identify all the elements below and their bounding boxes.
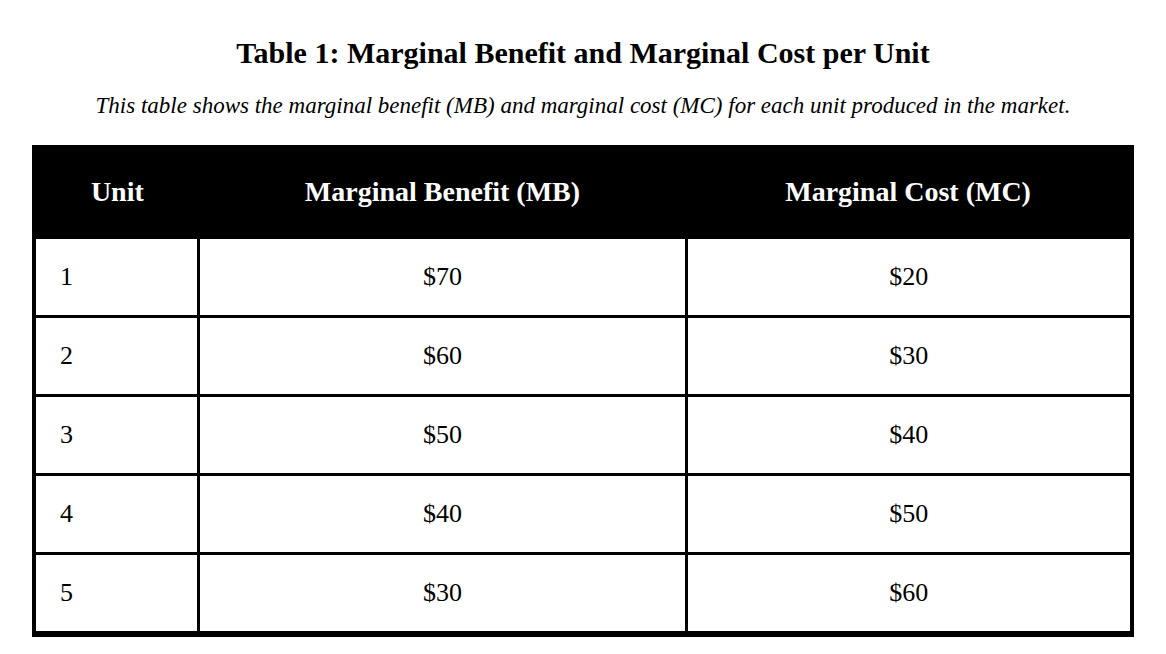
cell-marginal-benefit: $60 (199, 316, 687, 395)
cell-unit: 2 (34, 316, 199, 395)
table-row: 5 $30 $60 (34, 553, 1132, 634)
cell-unit: 5 (34, 553, 199, 634)
table-row: 3 $50 $40 (34, 395, 1132, 474)
page-subtitle: This table shows the marginal benefit (M… (32, 93, 1134, 119)
cell-marginal-cost: $30 (686, 316, 1132, 395)
document-page: Table 1: Marginal Benefit and Marginal C… (0, 0, 1166, 654)
column-header-unit: Unit (34, 147, 199, 238)
cell-marginal-benefit: $70 (199, 237, 687, 316)
column-header-marginal-benefit: Marginal Benefit (MB) (199, 147, 687, 238)
table-header-row: Unit Marginal Benefit (MB) Marginal Cost… (34, 147, 1132, 238)
cell-unit: 3 (34, 395, 199, 474)
cell-marginal-benefit: $30 (199, 553, 687, 634)
page-title: Table 1: Marginal Benefit and Marginal C… (32, 36, 1134, 71)
table-row: 2 $60 $30 (34, 316, 1132, 395)
cell-marginal-benefit: $50 (199, 395, 687, 474)
mb-mc-table: Unit Marginal Benefit (MB) Marginal Cost… (32, 145, 1134, 637)
cell-marginal-benefit: $40 (199, 474, 687, 553)
cell-unit: 4 (34, 474, 199, 553)
cell-marginal-cost: $40 (686, 395, 1132, 474)
cell-marginal-cost: $20 (686, 237, 1132, 316)
table-row: 4 $40 $50 (34, 474, 1132, 553)
cell-unit: 1 (34, 237, 199, 316)
cell-marginal-cost: $60 (686, 553, 1132, 634)
table-row: 1 $70 $20 (34, 237, 1132, 316)
column-header-marginal-cost: Marginal Cost (MC) (686, 147, 1132, 238)
cell-marginal-cost: $50 (686, 474, 1132, 553)
